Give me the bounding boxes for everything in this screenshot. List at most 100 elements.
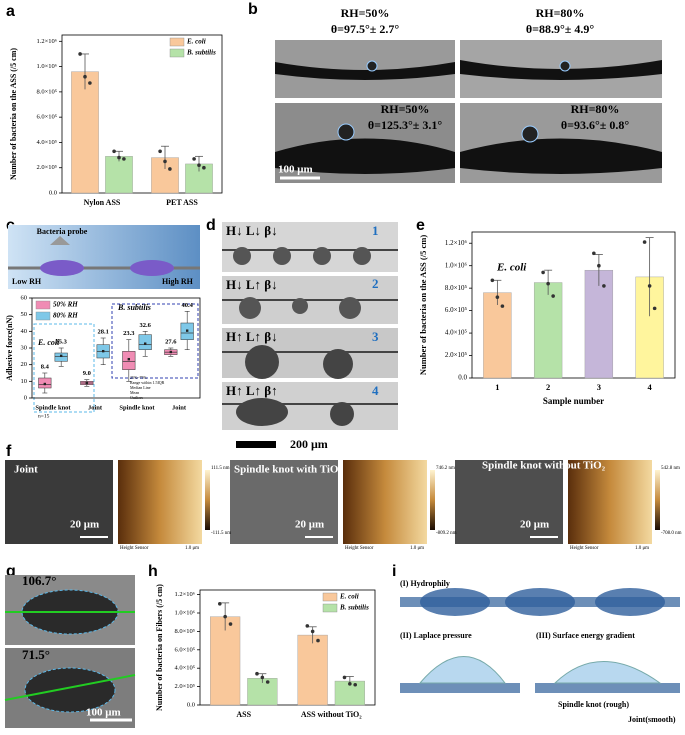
afm-caption: Height Sensor <box>345 546 374 551</box>
y-tick-label: 6.0×10⁵ <box>174 646 195 653</box>
y-tick-label: 4.0×10⁵ <box>445 329 468 337</box>
y-tick-label: 0.0 <box>49 189 57 196</box>
value-label: 32.6 <box>140 322 152 329</box>
panel-label: a <box>6 3 15 20</box>
note: n=15 <box>38 413 50 419</box>
arrow-label: H↑ L↑ β↓ <box>226 329 278 344</box>
mean-mark <box>85 381 89 385</box>
region-label: Joint(smooth) <box>628 715 676 724</box>
y-tick-label: 8.0×10⁵ <box>174 628 195 635</box>
data-point <box>78 52 82 56</box>
droplet <box>245 345 279 379</box>
sem-image <box>455 460 563 544</box>
panel-label: h <box>148 563 158 580</box>
data-point <box>168 167 172 171</box>
afm-caption: Height Sensor <box>120 546 149 551</box>
rh-label: RH=80% <box>536 6 585 20</box>
y-tick-label: 1.2×10⁶ <box>445 239 468 247</box>
illustration-label: Bacteria probe <box>37 227 88 236</box>
data-point <box>112 149 116 154</box>
sem-image <box>230 460 338 544</box>
data-point <box>218 602 222 606</box>
bar <box>105 156 133 194</box>
x-tick-label: Joint <box>88 404 103 411</box>
spindle-knot <box>130 260 174 276</box>
photo <box>222 222 398 272</box>
scale-label: 100 μm <box>86 707 121 719</box>
scale-bar <box>236 441 276 448</box>
bar <box>210 616 241 706</box>
value-label: 28.1 <box>98 328 109 335</box>
y-tick-label: 4.0×10⁵ <box>174 665 195 672</box>
row-number: 3 <box>372 329 379 344</box>
data-point <box>647 284 652 288</box>
data-point <box>353 682 357 687</box>
photo-group <box>275 40 662 183</box>
angle-label: θ=93.6°± 0.8° <box>561 118 629 132</box>
annotation: E. coli <box>496 262 527 274</box>
afm-image <box>118 460 202 544</box>
y-tick-label: 0.0 <box>458 374 467 382</box>
data-point <box>197 163 201 167</box>
droplet <box>292 298 308 314</box>
y-tick-label: 2.0×10⁵ <box>445 351 468 359</box>
angle-label: 106.7° <box>22 573 56 588</box>
panel-label: i <box>392 563 396 580</box>
data-point <box>348 682 352 686</box>
y-tick-label: 6.0×10⁵ <box>36 114 57 121</box>
legend-label: B. subtilis <box>186 49 216 57</box>
angle-label: θ=88.9°± 4.9° <box>526 22 594 36</box>
box <box>54 352 68 362</box>
fiber <box>535 683 680 693</box>
x-tick-label: Nylon ASS <box>84 198 121 207</box>
box <box>122 351 136 370</box>
value-label: 9.0 <box>83 370 91 377</box>
panel-label: e <box>416 217 425 234</box>
y-tick-label: 60 <box>21 294 28 301</box>
y-tick-label: 8.0×10⁵ <box>445 284 468 292</box>
y-tick-label: 0.0 <box>187 701 195 708</box>
illustration-label: High RH <box>162 277 194 286</box>
x-tick-label: Spindle knot <box>35 404 71 411</box>
mean-mark <box>185 329 189 332</box>
x-tick-label: ASS without TiO₂ <box>301 710 362 719</box>
y-tick-label: 8.0×10⁵ <box>36 88 57 95</box>
mean-mark <box>169 350 173 354</box>
spindle-knot <box>505 588 575 616</box>
legend-swatch <box>35 311 51 321</box>
droplet <box>339 297 361 319</box>
group-frame <box>111 303 199 379</box>
angle-label: θ=97.5°± 2.7° <box>331 22 399 36</box>
bar <box>297 634 328 706</box>
group-frame <box>33 323 95 413</box>
bar <box>483 292 512 379</box>
data-point <box>597 263 601 268</box>
spindle <box>24 667 116 713</box>
mean-mark <box>101 349 105 353</box>
droplet <box>323 349 353 379</box>
plot-frame <box>61 34 223 194</box>
value-label: 40.4 <box>182 302 194 309</box>
droplet <box>233 247 251 265</box>
x-tick-label: ASS <box>236 710 251 719</box>
legend-swatch <box>169 48 185 58</box>
y-axis-label: Number of bacteria on the ASS (/5 cm) <box>9 48 18 180</box>
data-point <box>202 165 206 170</box>
arrow-label: H↑ L↑ β↑ <box>226 383 278 398</box>
y-tick-label: 1.0×10⁶ <box>445 261 468 269</box>
spindle-knot <box>595 588 665 616</box>
x-tick-label: Joint <box>172 404 187 411</box>
bar <box>71 71 99 194</box>
afm-range: 111.5 nm <box>211 466 230 471</box>
afm-range: -111.5 nm <box>211 531 231 536</box>
y-tick-label: 10 <box>21 378 28 385</box>
data-point <box>551 294 555 298</box>
droplet <box>353 247 371 265</box>
data-point <box>602 284 606 288</box>
scale-label: 200 μm <box>290 437 328 451</box>
box-legend-label: Median Line <box>130 385 151 390</box>
droplet <box>330 402 354 426</box>
legend-label: 80% RH <box>53 312 78 320</box>
afm-range: -809.2 nm <box>436 531 457 536</box>
rh-label: RH=50% <box>381 102 430 116</box>
